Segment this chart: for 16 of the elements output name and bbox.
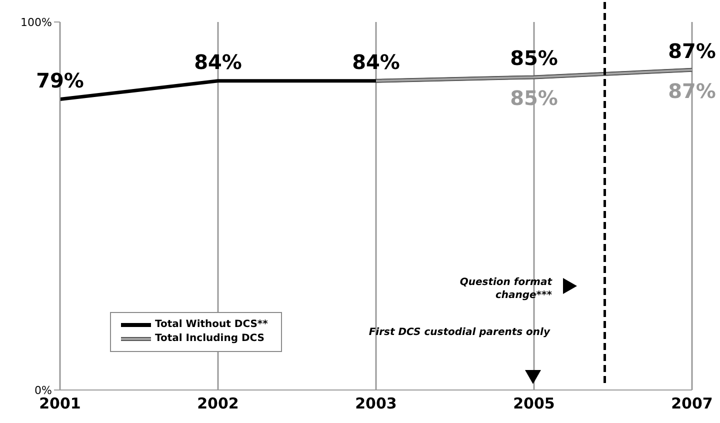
x-tick-label: 2002 xyxy=(197,394,239,413)
y-tick-label: 0% xyxy=(34,384,52,397)
x-tick-label: 2003 xyxy=(355,394,397,413)
data-label: 87% xyxy=(668,38,716,63)
legend-label: Total Without DCS** xyxy=(155,318,268,332)
data-label: 85% xyxy=(510,46,558,70)
legend-label: Total Including DCS xyxy=(155,332,264,346)
y-tick-label: 100% xyxy=(20,16,52,29)
data-label: 84% xyxy=(352,50,400,74)
data-label: 79% xyxy=(36,68,84,92)
data-label: 84% xyxy=(194,50,242,74)
x-tick-label: 2001 xyxy=(39,394,81,413)
x-tick-label: 2005 xyxy=(513,394,555,413)
annotation: First DCS custodial parents only xyxy=(368,326,550,339)
x-tick-label: 2007 xyxy=(671,394,713,413)
annotation: Question format change*** xyxy=(458,276,552,302)
